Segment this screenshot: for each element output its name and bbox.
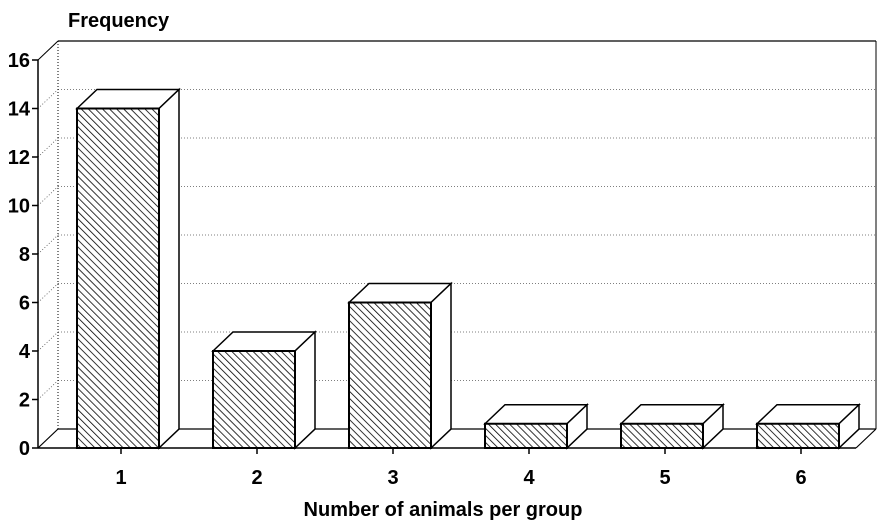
x-tick-label: 6 — [795, 467, 806, 489]
y-tick-label: 8 — [19, 244, 30, 266]
bar — [347, 281, 453, 450]
bar-front-face — [76, 107, 160, 449]
y-tick-label: 12 — [8, 147, 30, 169]
side-wall-gridline — [37, 137, 59, 158]
y-axis-top-depth — [37, 40, 59, 61]
side-wall-gridline — [37, 380, 59, 400]
floor-right-edge — [855, 428, 877, 449]
bar — [211, 330, 317, 450]
y-tick-label: 4 — [19, 341, 31, 363]
bar — [755, 403, 861, 450]
bar — [75, 87, 181, 450]
side-wall-gridline — [37, 186, 59, 206]
y-tick-label: 6 — [19, 293, 30, 315]
floor-left-edge — [37, 428, 59, 449]
y-axis-title: Frequency — [68, 10, 170, 32]
x-tick-label: 1 — [115, 467, 126, 489]
y-tick-labels: 0 2 4 6 8 10 12 14 16 — [8, 50, 31, 460]
x-tick-label: 4 — [523, 467, 535, 489]
bar — [483, 403, 589, 450]
y-tick-label: 10 — [8, 196, 30, 218]
bar-front-face — [620, 422, 704, 449]
bar-front-face — [484, 422, 568, 449]
bar-front-face — [212, 350, 296, 449]
x-tick-label: 5 — [659, 467, 670, 489]
bar-side-face — [430, 281, 452, 450]
bar-side-face — [294, 330, 316, 450]
y-tick-label: 2 — [19, 390, 30, 412]
axes — [32, 40, 877, 449]
bar-front-face — [348, 301, 432, 449]
x-axis-title: Number of animals per group — [304, 499, 583, 521]
side-wall-gridline — [37, 331, 59, 352]
side-wall-gridline — [37, 283, 59, 303]
bars — [75, 87, 861, 450]
side-wall-gridline — [37, 234, 59, 255]
y-tick-label: 16 — [8, 50, 30, 72]
bar-side-face — [158, 87, 180, 450]
x-tick-labels: 1 2 3 4 5 6 — [115, 448, 807, 489]
x-tick-label: 3 — [387, 467, 398, 489]
y-tick-label: 14 — [8, 99, 31, 121]
bar-front-face — [756, 422, 840, 449]
bar — [619, 403, 725, 450]
x-tick-label: 2 — [251, 467, 262, 489]
y-tick-label: 0 — [19, 438, 30, 460]
side-wall-gridline — [37, 89, 59, 109]
